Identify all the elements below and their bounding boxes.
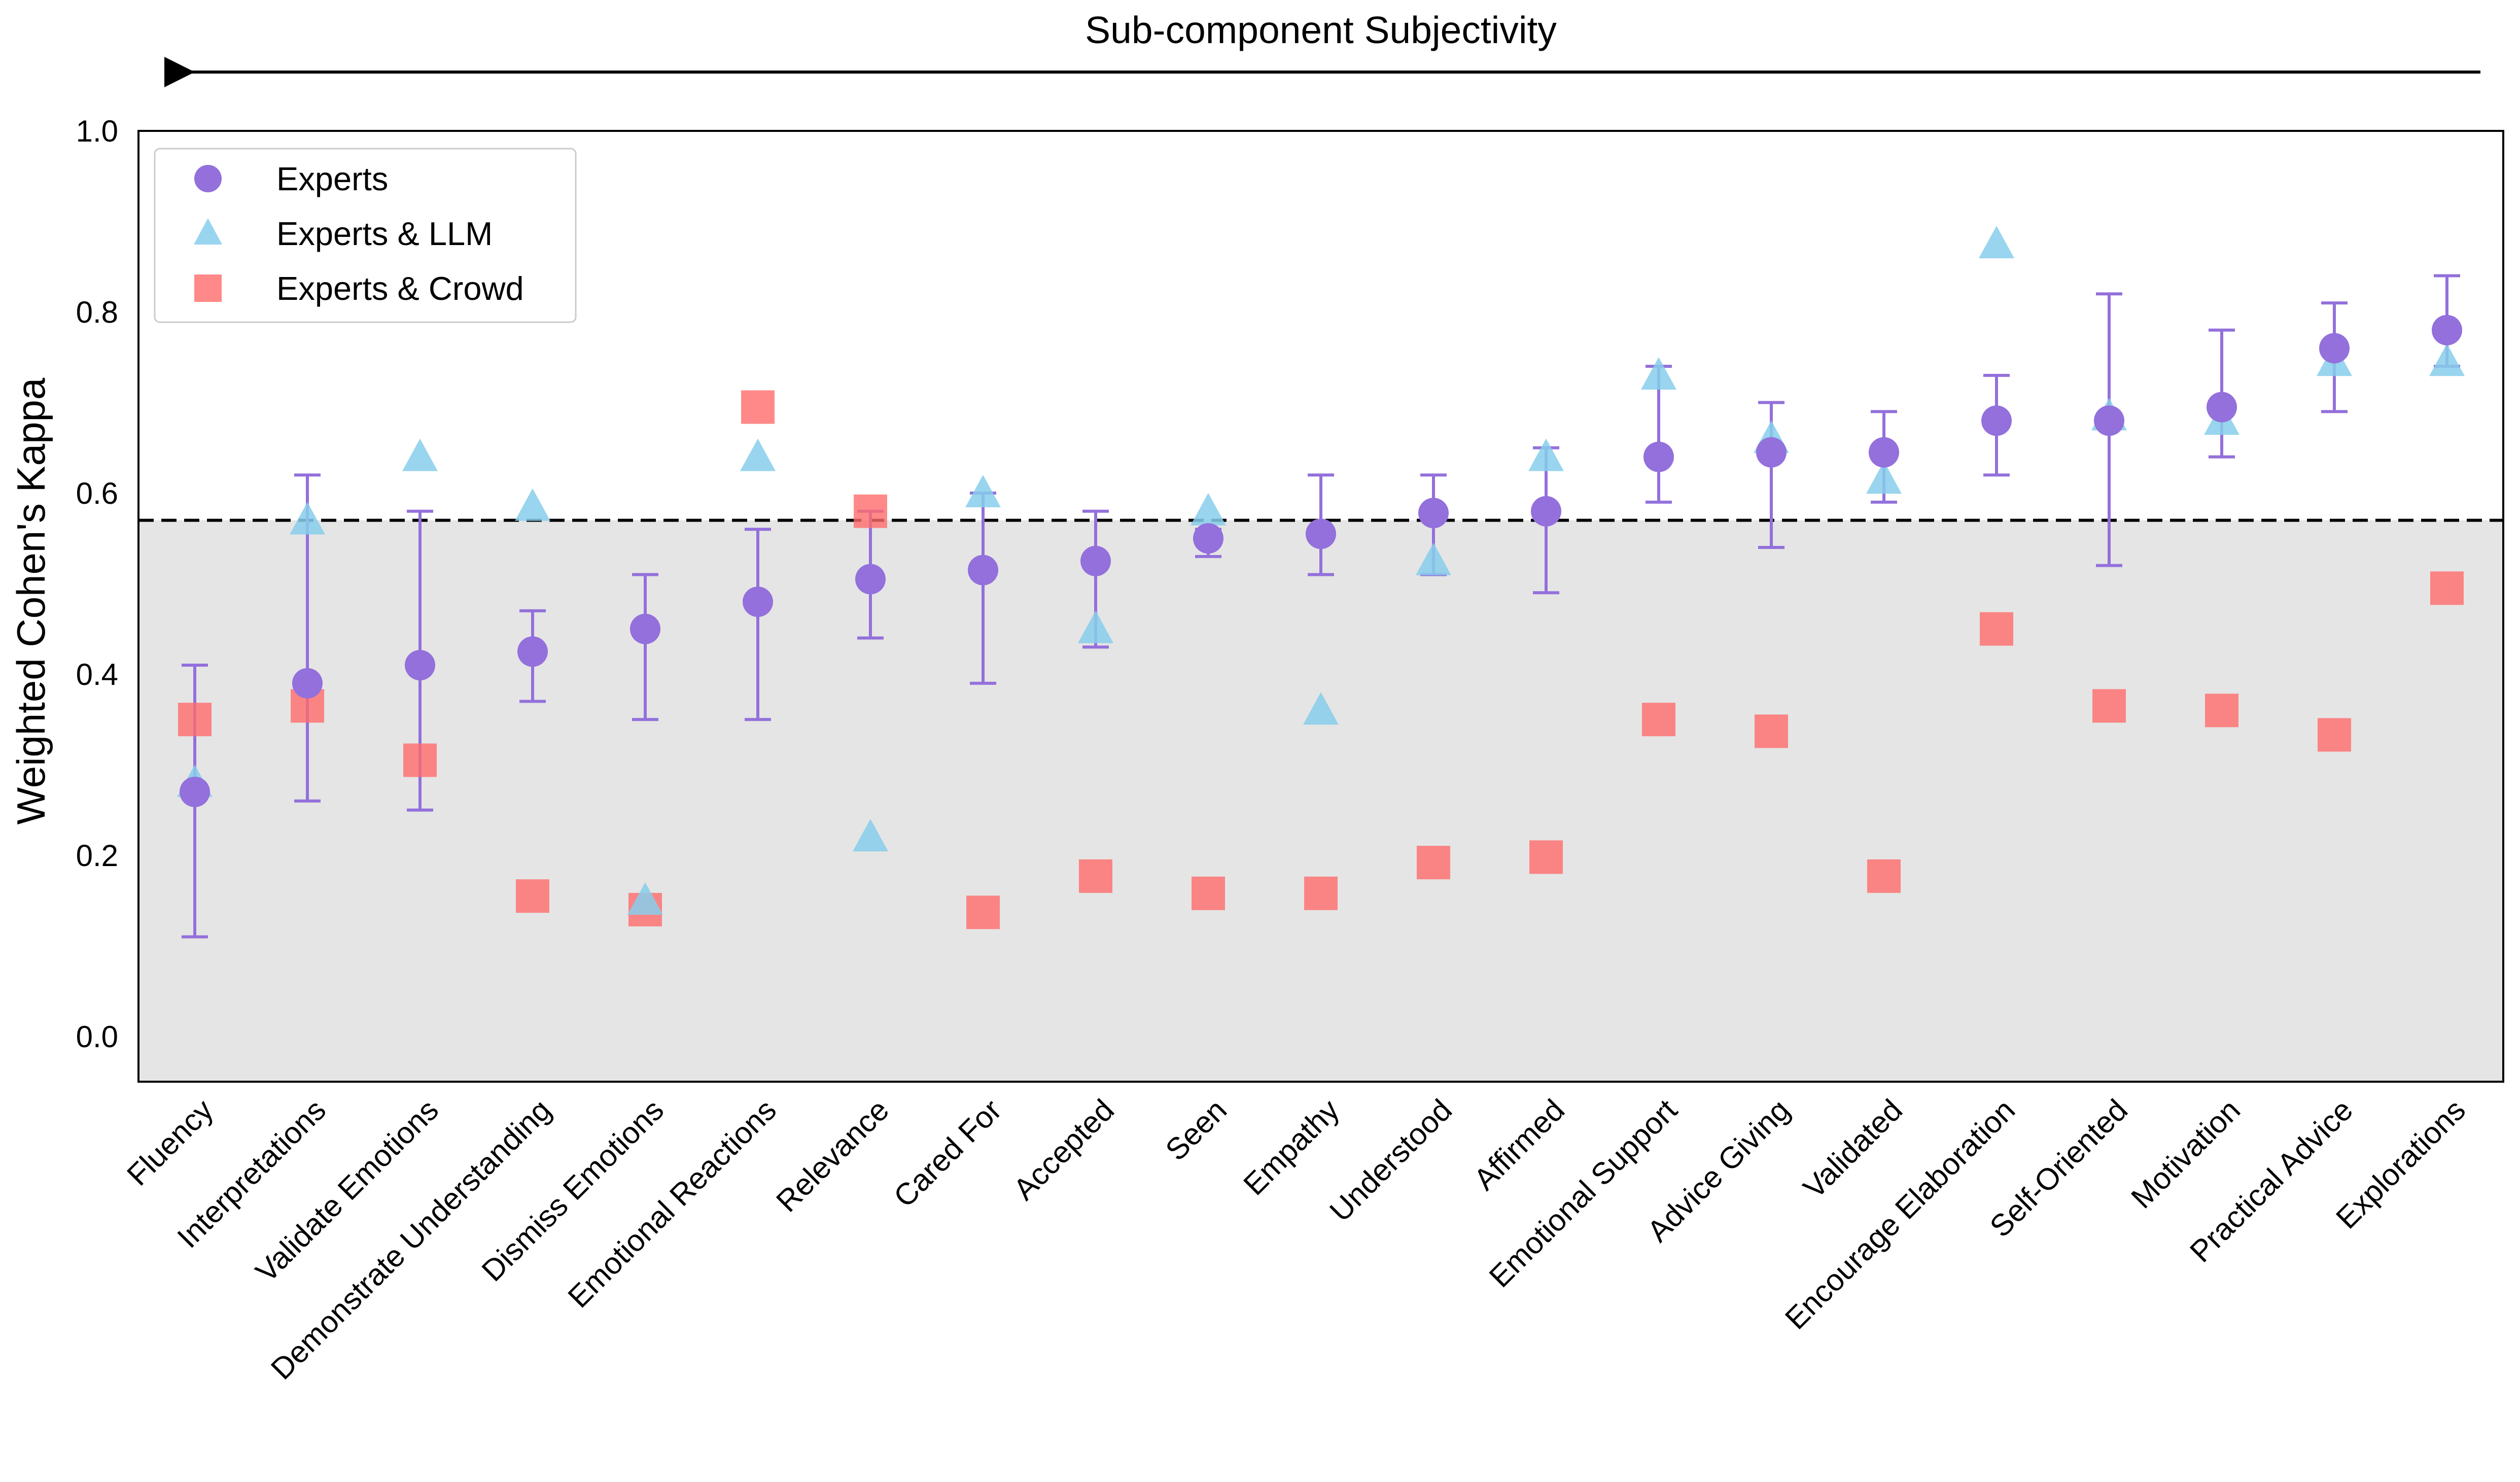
experts-crowd-point [966, 895, 1000, 929]
x-tick-label: Cared For [887, 1093, 1008, 1214]
experts-llm-point [1866, 461, 1902, 494]
experts-point [180, 776, 210, 807]
x-tick-label: Validated [1797, 1093, 1909, 1205]
top-annotation: Sub-component Subjectivity [1085, 9, 1557, 51]
x-tick-label: Accepted [1007, 1093, 1121, 1207]
experts-crowd-point [1304, 876, 1338, 910]
y-tick-label: 0.6 [76, 476, 118, 510]
experts-crowd-point [1755, 714, 1788, 748]
experts-crowd-point [2205, 694, 2238, 728]
experts-crowd-point [403, 743, 437, 777]
experts-point [1080, 545, 1111, 576]
experts-llm-point [1078, 610, 1113, 643]
experts-point [405, 650, 435, 681]
experts-llm-point [2429, 343, 2465, 376]
x-tick-label: Empathy [1237, 1093, 1346, 1202]
experts-point [517, 636, 548, 667]
experts-point [630, 613, 660, 644]
experts-point [1418, 498, 1449, 529]
x-tick-label: Emotional Reactions [562, 1093, 783, 1314]
experts-point [292, 668, 323, 699]
x-tick-label: Motivation [2124, 1093, 2247, 1215]
experts-crowd-point [1192, 876, 1225, 910]
experts-llm-point [740, 438, 776, 471]
legend-marker-experts [194, 165, 222, 192]
legend-marker-experts-crowd [194, 274, 222, 302]
y-tick-label: 0.8 [76, 295, 118, 329]
experts-llm-series [177, 226, 2465, 915]
experts-crowd-point [854, 494, 887, 528]
experts-llm-point [515, 488, 550, 521]
x-tick-label: Fluency [120, 1093, 220, 1192]
experts-point [2094, 405, 2124, 436]
experts-llm-point [627, 882, 663, 915]
experts-point [2432, 315, 2462, 346]
experts-llm-point [1191, 493, 1226, 526]
experts-llm-point [1979, 226, 2014, 259]
below-threshold-region [138, 520, 2503, 1082]
experts-crowd-point [741, 390, 775, 424]
y-tick-label: 0.4 [76, 658, 118, 692]
experts-llm-point [290, 502, 325, 535]
experts-point [1531, 496, 1561, 527]
y-tick-label: 1.0 [76, 114, 118, 148]
legend-box [154, 148, 577, 323]
experts-crowd-point [1079, 859, 1112, 893]
experts-crowd-point [1980, 612, 2013, 646]
x-tick-label: Affirmed [1467, 1093, 1571, 1197]
x-tick-label: Encourage Elaboration [1778, 1093, 2021, 1336]
experts-crowd-point [1417, 846, 1450, 880]
experts-crowd-point [2430, 571, 2464, 605]
experts-point [2207, 392, 2237, 423]
experts-point [1756, 437, 1787, 468]
experts-llm-point [853, 819, 888, 852]
experts-llm-point [965, 474, 1001, 507]
experts-llm-point [1641, 357, 1676, 390]
experts-point [1193, 523, 1223, 554]
experts-point [2319, 333, 2350, 364]
legend-label-experts-llm: Experts & LLM [276, 215, 493, 252]
experts-llm-point [1303, 692, 1339, 725]
plot-frame [137, 130, 2504, 1083]
experts-llm-point [1416, 542, 1451, 575]
legend-label-experts-crowd: Experts & Crowd [276, 270, 524, 307]
experts-crowd-point [1867, 859, 1901, 893]
legend-marker-experts-llm [194, 218, 222, 245]
experts-crowd-point [2092, 689, 2126, 723]
experts-crowd-point [516, 879, 549, 913]
x-tick-label: Relevance [769, 1093, 895, 1219]
experts-crowd-point [2318, 718, 2351, 752]
legend: Experts Experts & LLM Experts & Crowd [154, 148, 577, 323]
shaded-region [138, 520, 2503, 1082]
y-tick-label: 0.0 [76, 1020, 118, 1054]
experts-crowd-series [178, 390, 2464, 929]
experts-point [1643, 441, 1674, 472]
x-tick-label: Emotional Support [1483, 1093, 1684, 1294]
x-tick-label: Seen [1159, 1093, 1233, 1167]
experts-point [968, 555, 998, 585]
experts-point [743, 587, 773, 617]
y-axis-label: Weighted Cohen's Kappa [9, 377, 53, 824]
x-tick-label: Understood [1323, 1093, 1458, 1228]
y-tick-label: 0.2 [76, 839, 118, 873]
experts-crowd-point [1642, 703, 1675, 737]
experts-crowd-point [178, 703, 212, 737]
experts-llm-point [1528, 438, 1564, 471]
experts-point [1306, 519, 1336, 549]
experts-point [855, 564, 886, 595]
legend-label-experts: Experts [276, 160, 388, 197]
experts-series [180, 315, 2462, 807]
experts-llm-point [402, 438, 438, 471]
experts-crowd-point [1529, 840, 1563, 874]
experts-point [1869, 437, 1899, 468]
experts-point [1981, 405, 2012, 436]
